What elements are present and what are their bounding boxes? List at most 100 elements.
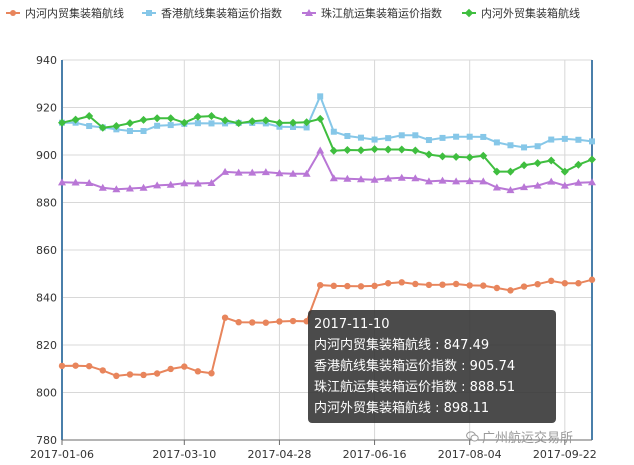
data-point	[425, 281, 433, 289]
data-point	[452, 177, 461, 185]
data-point	[439, 281, 446, 288]
data-point	[466, 133, 473, 140]
series-line-3	[61, 148, 593, 192]
data-point	[275, 118, 284, 127]
watermark-text: 广州航运交易所	[482, 430, 574, 446]
data-point	[560, 167, 569, 176]
series-line-2	[62, 93, 593, 149]
data-point	[153, 181, 162, 189]
watermark: 广州航运交易所	[466, 428, 574, 446]
data-point	[85, 179, 94, 187]
data-point	[289, 317, 297, 325]
data-point	[398, 279, 405, 286]
data-point	[547, 177, 556, 185]
chart-legend: 内河内贸集装箱航线 香港航线集装箱运价指数 珠江航运集装箱运价指数 内河外贸集装箱航线	[6, 6, 631, 20]
data-point	[99, 367, 106, 374]
series-line-1	[61, 278, 593, 377]
data-point	[167, 122, 174, 129]
data-point	[507, 142, 514, 149]
data-point	[330, 128, 337, 135]
data-point	[344, 282, 351, 290]
legend-item[interactable]: 内河外贸集装箱航线	[462, 6, 580, 20]
data-point	[234, 168, 243, 176]
data-point	[588, 178, 596, 186]
data-point	[425, 137, 432, 144]
data-point	[235, 319, 242, 326]
data-point	[316, 114, 325, 123]
data-point	[140, 371, 147, 379]
data-point	[575, 136, 582, 143]
data-point	[588, 276, 596, 283]
data-point	[466, 282, 473, 289]
x-tick-label: 2017-01-06	[30, 448, 94, 461]
legend-swatch	[302, 8, 316, 18]
data-point	[126, 128, 133, 135]
data-point	[329, 174, 338, 182]
data-point	[480, 282, 487, 289]
data-point	[302, 169, 311, 177]
data-point	[112, 185, 121, 193]
data-point	[480, 133, 487, 140]
data-point	[289, 118, 298, 127]
y-tick-label: 900	[36, 149, 57, 162]
data-point	[520, 183, 529, 191]
data-point	[547, 156, 556, 165]
data-point	[329, 146, 338, 155]
data-point	[221, 314, 229, 321]
data-point	[317, 281, 324, 289]
y-tick-label: 800	[36, 387, 57, 400]
data-point	[371, 136, 378, 143]
data-point	[493, 284, 501, 292]
legend-item[interactable]: 内河内贸集装箱航线	[6, 6, 124, 20]
data-point	[194, 368, 202, 375]
legend-swatch	[462, 8, 476, 18]
data-point	[234, 119, 243, 128]
data-point	[397, 145, 406, 154]
data-point	[248, 168, 257, 176]
data-point	[438, 152, 447, 161]
data-point	[370, 175, 379, 183]
data-point	[262, 319, 270, 326]
legend-item[interactable]: 珠江航运集装箱运价指数	[302, 6, 442, 20]
y-tick-label: 820	[36, 339, 57, 352]
data-point	[166, 180, 175, 188]
data-point	[112, 122, 121, 131]
data-point	[344, 133, 351, 139]
data-point	[276, 318, 283, 325]
data-point	[493, 139, 500, 146]
legend-label: 内河内贸集装箱航线	[25, 7, 124, 20]
data-point	[221, 116, 230, 125]
data-point	[154, 122, 161, 129]
tooltip-row-4: 内河外贸集装箱航线 : 898.11	[314, 401, 490, 416]
y-tick-label: 880	[36, 197, 57, 210]
tooltip-row-3: 珠江航运集装箱运价指数 : 888.51	[314, 380, 516, 395]
data-point	[479, 151, 488, 160]
data-point	[439, 134, 446, 141]
data-point	[85, 112, 94, 121]
data-point	[85, 362, 93, 370]
data-point	[139, 115, 148, 124]
data-point	[412, 132, 419, 139]
data-point	[343, 146, 352, 155]
data-point	[548, 277, 555, 285]
data-point	[561, 280, 569, 287]
legend-item[interactable]: 香港航线集装箱运价指数	[142, 6, 282, 20]
data-point	[167, 365, 174, 373]
data-point	[153, 114, 162, 123]
data-point	[317, 93, 324, 100]
data-point	[166, 114, 175, 123]
data-point	[411, 146, 420, 155]
data-point	[208, 120, 215, 127]
data-point	[371, 282, 378, 290]
data-point	[248, 117, 257, 126]
legend-swatch	[142, 8, 156, 18]
data-point	[275, 169, 284, 177]
data-point	[520, 283, 528, 290]
x-tick-label: 2017-08-04	[438, 448, 502, 461]
data-point	[479, 177, 488, 185]
data-point	[357, 134, 364, 141]
x-tick-label: 2017-04-28	[247, 448, 311, 461]
tooltip-date: 2017-11-10	[314, 317, 390, 332]
data-point	[452, 152, 461, 161]
data-point	[452, 280, 460, 288]
